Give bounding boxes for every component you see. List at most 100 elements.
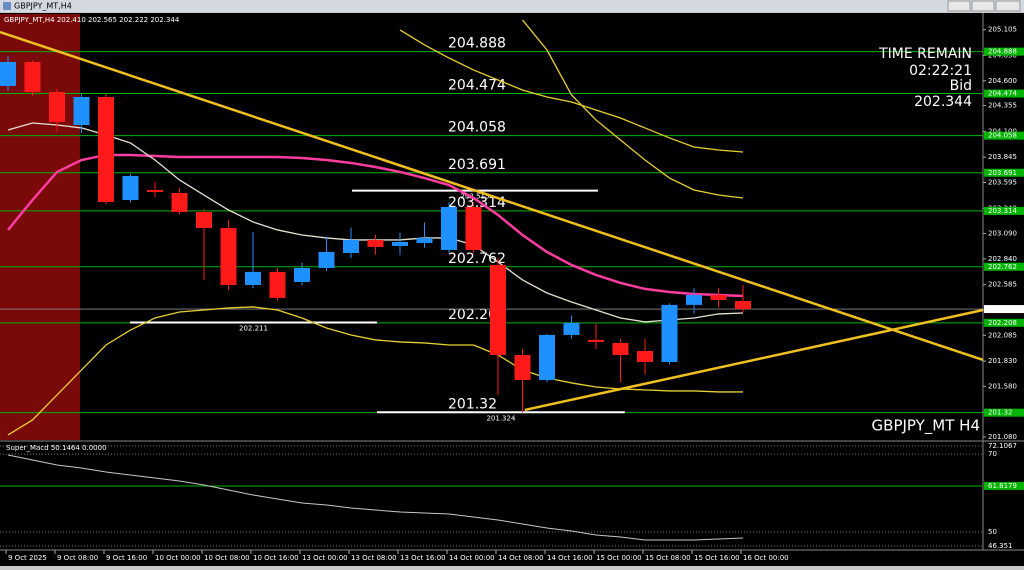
candle-body [490, 264, 506, 356]
x-tick-label: 15 Oct 08:00 [645, 554, 691, 562]
candle-body [294, 267, 310, 282]
y-tick-label: 202.085 [988, 331, 1017, 339]
candle-body [612, 342, 629, 356]
indicator-level-box [984, 481, 1024, 490]
trendline [524, 308, 984, 412]
level-label: 203.691 [448, 157, 506, 173]
candle-body [735, 300, 751, 310]
level-axis-label: 203.314 [988, 207, 1017, 215]
candle-body [122, 176, 139, 200]
y-tick-label: 204.600 [988, 77, 1017, 85]
segment-label: 201.324 [486, 414, 515, 422]
candle-body [441, 206, 457, 250]
candle-body [416, 237, 433, 243]
indicator-series [7, 454, 744, 541]
level-axis-label: 202.762 [988, 263, 1017, 271]
level-axis-box [984, 131, 1024, 140]
x-tick-label: 15 Oct 16:00 [694, 554, 740, 562]
y-tick-label: 202.585 [988, 281, 1017, 289]
window-icon [3, 2, 11, 10]
candle-body [171, 193, 188, 213]
symbol-label: GBPJPY_MT H4 [872, 417, 980, 436]
level-axis-box [984, 47, 1024, 56]
level-axis-label: 204.058 [988, 132, 1017, 140]
candle-body [147, 189, 163, 192]
candle-body [710, 294, 727, 300]
level-axis-box [984, 262, 1024, 271]
candle-body [269, 271, 286, 298]
y-tick-label: 205.105 [988, 26, 1017, 34]
y-tick-label: 203.845 [988, 153, 1017, 161]
chart-background [0, 13, 1024, 566]
y-tick-label: 204.100 [988, 127, 1017, 135]
candle-body [392, 241, 408, 246]
indicator-level-label: 61.8179 [988, 482, 1017, 490]
candle-body [98, 96, 114, 203]
candle-body [661, 304, 678, 362]
title-bar [0, 0, 1024, 12]
segment-label: 203.515 [460, 193, 489, 201]
level-axis-label: 204.474 [988, 90, 1017, 98]
candle-body [196, 212, 212, 229]
level-label: 201.32 [448, 397, 497, 413]
candle-body [686, 294, 702, 305]
info-line: GBPJPY_MT,H4 202.410 202.565 202.222 202… [4, 16, 180, 24]
level-axis-box [984, 206, 1024, 215]
y-tick-label: 201.580 [988, 382, 1017, 390]
candle-body [0, 61, 16, 86]
indicator-label: Super_Macd 50.1464 0.0000 [6, 444, 107, 452]
candle-body [343, 239, 359, 254]
window-title: GBPJPY_MT,H4 [14, 2, 72, 11]
indicator-tick-label: 50 [988, 528, 997, 536]
candle-body [73, 96, 90, 126]
level-label: 203.314 [448, 195, 506, 211]
bid-axis-box [984, 305, 1024, 314]
close-button[interactable] [995, 0, 1021, 12]
x-tick-label: 13 Oct 08:00 [351, 554, 397, 562]
x-tick-label: 9 Oct 08:00 [57, 554, 98, 562]
indicator-line [399, 29, 744, 153]
x-tick-label: 15 Oct 00:00 [596, 554, 642, 562]
indicator-tick-label: 70 [988, 450, 997, 458]
y-tick-label: 201.830 [988, 357, 1017, 365]
time-remain: 02:22:21 [909, 63, 972, 79]
candle-body [49, 92, 65, 122]
x-tick-label: 10 Oct 08:00 [204, 554, 250, 562]
y-tick-label: 203.595 [988, 178, 1017, 186]
y-tick-label: 204.355 [988, 102, 1017, 110]
x-tick-label: 14 Oct 00:00 [449, 554, 495, 562]
candle-body [563, 322, 580, 335]
y-tick-label: 203.090 [988, 230, 1017, 238]
x-tick-label: 14 Oct 16:00 [547, 554, 593, 562]
x-tick-label: 13 Oct 16:00 [400, 554, 446, 562]
candle-body [588, 339, 604, 342]
level-label: 202.762 [448, 251, 506, 267]
minimize-button[interactable] [947, 0, 971, 12]
candle-body [318, 251, 335, 268]
candle-body [637, 350, 653, 362]
indicator-line [521, 19, 744, 199]
level-label: 204.058 [448, 120, 506, 136]
y-tick-label: 202.840 [988, 255, 1017, 263]
level-axis-box [984, 318, 1024, 327]
level-label: 204.474 [448, 78, 506, 94]
trendline [0, 30, 984, 362]
axes: 205.105204.850204.600204.355204.100203.8… [5, 26, 1024, 562]
level-label: 204.888 [448, 36, 506, 52]
indicator-tick-label: 46.351 [988, 542, 1013, 550]
indicator-tick-label: 72.1067 [988, 442, 1017, 450]
bid-label: Bid [950, 78, 972, 94]
level-axis-box [984, 89, 1024, 98]
x-tick-label: 9 Oct 16:00 [106, 554, 147, 562]
bid-value: 202.344 [914, 94, 972, 110]
x-tick-label: 13 Oct 00:00 [302, 554, 348, 562]
time-remain-label: TIME REMAIN [878, 46, 972, 62]
indicator-plot [0, 445, 983, 547]
maximize-button[interactable] [971, 0, 995, 12]
indicator-line [7, 153, 744, 298]
candle-body [24, 61, 41, 93]
main-plot: 204.888 204.474 204.058 203.691 203.314 202.7… [0, 19, 984, 436]
candle-body [245, 271, 261, 285]
